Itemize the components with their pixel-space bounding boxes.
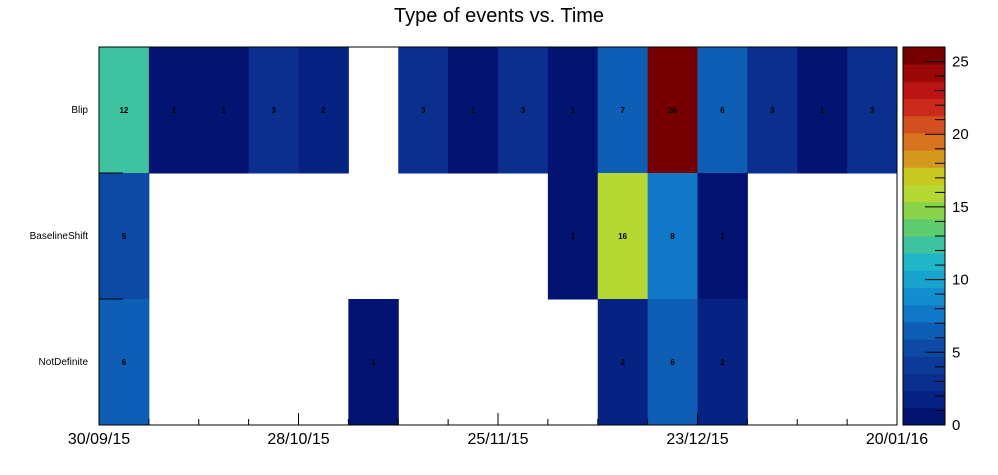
heatmap-cell — [647, 47, 698, 174]
cell-value-label: 6 — [720, 106, 725, 115]
colorbar-tick-label: 15 — [952, 199, 969, 216]
heatmap-cell — [697, 299, 748, 426]
y-tick-label: BaselineShift — [30, 231, 89, 242]
colorbar-segment — [903, 373, 945, 392]
heatmap-cell — [697, 47, 748, 174]
cell-value-label: 1 — [471, 106, 476, 115]
colorbar-segment — [903, 167, 945, 185]
cell-value-label: 3 — [870, 106, 875, 115]
x-axis: 30/09/15 28/10/15 25/11/15 23/12/15 20/01/16 — [68, 413, 928, 448]
cell-value-label: 2 — [620, 358, 625, 367]
heatmap-cell — [597, 47, 649, 174]
colorbar-segment — [903, 407, 945, 426]
colorbar-tick-label: 5 — [952, 344, 960, 361]
colorbar-segment — [903, 184, 945, 203]
x-tick-label: 30/09/15 — [68, 431, 130, 448]
colorbar-tick-label: 10 — [952, 272, 969, 289]
heatmap-cell — [647, 173, 698, 300]
y-tick-label: Blip — [71, 105, 88, 116]
cell-value-label: 6 — [122, 358, 127, 367]
x-tick-label: 25/11/15 — [467, 431, 528, 448]
y-axis: Blip BaselineShift NotDefinite — [30, 105, 123, 368]
cell-value-label: 26 — [668, 106, 677, 115]
heatmap-cell — [547, 173, 599, 300]
colorbar-segment — [903, 218, 945, 237]
cell-value-label: 8 — [670, 232, 675, 241]
cell-value-label: 3 — [271, 106, 276, 115]
heatmap-cell — [99, 47, 150, 174]
heatmap-cell — [597, 173, 649, 300]
cell-value-label: 1 — [371, 358, 376, 367]
heatmap-cell — [248, 47, 299, 174]
colorbar-segment — [903, 236, 945, 254]
colorbar-tick-label: 0 — [952, 417, 960, 434]
cell-value-label: 3 — [770, 106, 775, 115]
heatmap-cell — [298, 47, 349, 174]
heatmap-cell — [148, 47, 200, 174]
x-tick-label: 28/10/15 — [267, 431, 329, 448]
heatmap-cells: 12 1 1 3 2 3 1 3 1 7 26 6 3 1 35 1 16 8 16 1 2 6 2 — [99, 47, 898, 426]
cell-value-label: 3 — [521, 106, 526, 115]
colorbar-segment — [903, 270, 945, 289]
colorbar-segment — [903, 115, 945, 134]
cell-value-label: 1 — [820, 106, 825, 115]
heatmap-cell — [498, 47, 549, 174]
colorbar-segment — [903, 304, 945, 323]
cell-value-label: 3 — [421, 106, 426, 115]
colorbar-segment — [903, 64, 945, 82]
x-tick-label: 20/01/16 — [866, 431, 928, 448]
cell-value-label: 1 — [221, 106, 226, 115]
heatmap-cell — [99, 299, 150, 426]
heatmap-cell — [747, 47, 798, 174]
heatmap-cell — [398, 47, 449, 174]
heatmap-cell — [647, 299, 698, 426]
cell-value-label: 6 — [670, 358, 675, 367]
cell-value-label: 12 — [119, 106, 128, 115]
heatmap-cell — [348, 299, 399, 426]
heatmap-cell — [847, 47, 898, 174]
heatmap-cell — [198, 47, 250, 174]
colorbar-segment — [903, 339, 945, 357]
heatmap-cell — [597, 299, 649, 426]
heatmap-cell — [448, 47, 499, 174]
colorbar-tick-label: 20 — [952, 126, 969, 143]
colorbar-segment — [903, 390, 945, 409]
colorbar-segment — [903, 253, 945, 271]
cell-value-label: 1 — [571, 232, 576, 241]
x-tick-label: 23/12/15 — [666, 431, 728, 448]
cell-value-label: 16 — [618, 232, 627, 241]
cell-value-label: 7 — [620, 106, 625, 115]
colorbar-segment — [903, 321, 945, 340]
cell-value-label: 1 — [172, 106, 177, 115]
colorbar-segment — [903, 132, 945, 151]
y-tick-label: NotDefinite — [39, 357, 89, 368]
cell-value-label: 5 — [122, 232, 127, 241]
colorbar-tick-label: 25 — [952, 54, 969, 71]
chart-title: Type of events vs. Time — [394, 5, 604, 27]
colorbar-segment — [903, 81, 945, 100]
colorbar-segment — [903, 201, 945, 220]
cell-value-label: 2 — [321, 106, 326, 115]
cell-value-label: 2 — [720, 358, 725, 367]
cell-value-label: 1 — [720, 232, 725, 241]
colorbar-segment — [903, 150, 945, 168]
colorbar-segment — [903, 47, 945, 65]
heatmap-cell — [547, 47, 599, 174]
colorbar-segment — [903, 356, 945, 374]
colorbar-segment — [903, 98, 945, 117]
cell-value-label: 1 — [571, 106, 576, 115]
colorbar-segment — [903, 287, 945, 306]
heatmap-cell — [797, 47, 848, 174]
heatmap-cell — [99, 173, 150, 300]
heatmap-cell — [697, 173, 748, 300]
colorbar: 0 5 10 15 20 25 — [902, 46, 969, 434]
